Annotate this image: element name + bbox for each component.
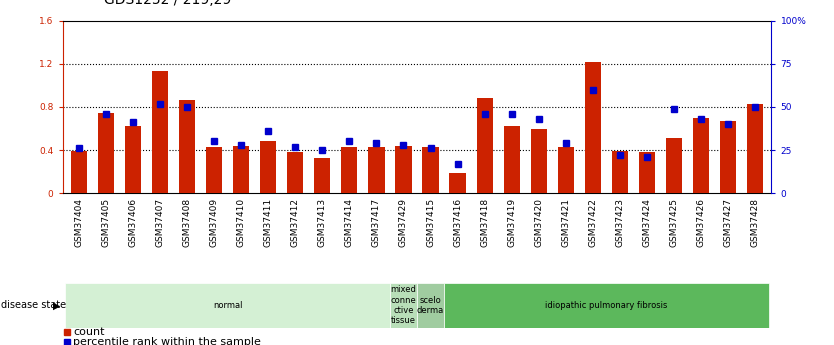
Text: scelo
derma: scelo derma — [417, 296, 445, 315]
Bar — [666, 138, 682, 193]
Text: GSM37407: GSM37407 — [155, 198, 164, 247]
Text: GSM37404: GSM37404 — [74, 198, 83, 247]
Bar — [71, 151, 87, 193]
Text: GSM37405: GSM37405 — [102, 198, 110, 247]
Text: GSM37415: GSM37415 — [426, 198, 435, 247]
Text: GSM37410: GSM37410 — [237, 198, 246, 247]
Text: GSM37414: GSM37414 — [344, 198, 354, 247]
Text: disease state: disease state — [1, 300, 66, 310]
Bar — [125, 126, 141, 193]
Text: GSM37411: GSM37411 — [264, 198, 273, 247]
Text: idiopathic pulmonary fibrosis: idiopathic pulmonary fibrosis — [545, 301, 667, 310]
Bar — [152, 71, 168, 193]
Bar — [179, 100, 195, 193]
Text: GSM37428: GSM37428 — [751, 198, 760, 247]
Text: mixed
conne
ctive
tissue: mixed conne ctive tissue — [390, 285, 416, 325]
Text: ▶: ▶ — [53, 300, 61, 310]
Bar — [444, 283, 769, 328]
Bar — [287, 152, 304, 193]
Text: GSM37413: GSM37413 — [318, 198, 327, 247]
Text: GSM37427: GSM37427 — [724, 198, 732, 247]
Bar — [747, 104, 763, 193]
Text: GSM37418: GSM37418 — [480, 198, 490, 247]
Bar — [450, 173, 465, 193]
Bar — [720, 121, 736, 193]
Text: GSM37429: GSM37429 — [399, 198, 408, 247]
Text: GSM37412: GSM37412 — [291, 198, 299, 247]
Bar — [260, 141, 276, 193]
Text: normal: normal — [213, 301, 243, 310]
Bar — [558, 147, 574, 193]
Bar — [693, 118, 709, 193]
Bar — [639, 152, 655, 193]
Text: count: count — [73, 327, 104, 337]
Text: GSM37424: GSM37424 — [642, 198, 651, 247]
Bar — [341, 147, 358, 193]
Bar — [369, 147, 384, 193]
Bar — [314, 158, 330, 193]
Text: GSM37406: GSM37406 — [128, 198, 138, 247]
Bar — [585, 62, 601, 193]
Bar — [612, 151, 628, 193]
Bar — [417, 283, 444, 328]
Bar — [98, 114, 114, 193]
Text: GSM37417: GSM37417 — [372, 198, 381, 247]
Bar — [233, 146, 249, 193]
Text: GSM37425: GSM37425 — [670, 198, 679, 247]
Bar — [476, 98, 493, 193]
Text: percentile rank within the sample: percentile rank within the sample — [73, 337, 261, 345]
Text: GSM37409: GSM37409 — [209, 198, 219, 247]
Bar — [504, 126, 520, 193]
Text: GSM37422: GSM37422 — [588, 198, 597, 247]
Text: GSM37419: GSM37419 — [507, 198, 516, 247]
Text: GSM37420: GSM37420 — [535, 198, 543, 247]
Text: GSM37423: GSM37423 — [615, 198, 625, 247]
Text: GSM37408: GSM37408 — [183, 198, 192, 247]
Text: GSM37421: GSM37421 — [561, 198, 570, 247]
Text: GDS1252 / 219,29: GDS1252 / 219,29 — [104, 0, 232, 7]
Bar — [395, 146, 412, 193]
Bar — [422, 147, 439, 193]
Text: GSM37426: GSM37426 — [696, 198, 706, 247]
Bar — [390, 283, 417, 328]
Bar — [206, 147, 222, 193]
Bar — [530, 128, 547, 193]
Text: GSM37416: GSM37416 — [453, 198, 462, 247]
Bar — [65, 283, 390, 328]
